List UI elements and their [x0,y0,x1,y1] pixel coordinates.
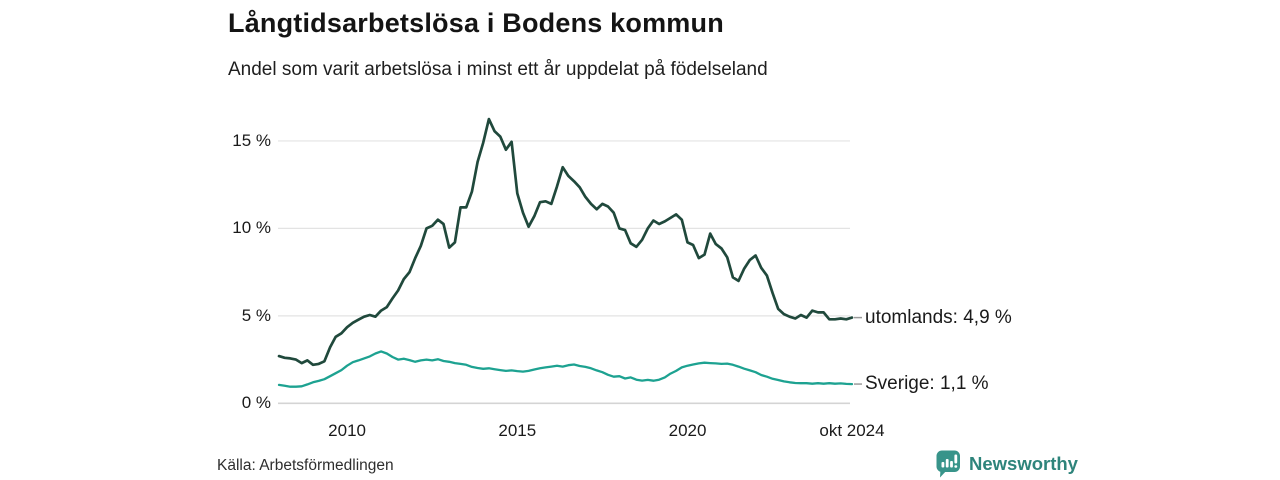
y-axis-tick-label: 10 % [232,218,271,238]
chart-subtitle: Andel som varit arbetslösa i minst ett å… [228,59,768,80]
newsworthy-logo[interactable]: Newsworthy [934,449,1078,478]
x-axis-tick-label: 2020 [668,421,707,440]
chart-title: Långtidsarbetslösa i Bodens kommun [228,8,724,38]
x-axis-tick-label: 2015 [498,421,537,440]
newsworthy-bar-chart-icon [936,450,960,478]
y-axis-tick-label: 0 % [241,393,271,413]
newsworthy-wordmark: Newsworthy [969,452,1078,474]
series-line-Sverige [277,350,854,388]
series-line-utomlands [277,117,854,367]
y-axis-tick-label: 15 % [232,130,271,150]
series-end-label-utomlands: utomlands: 4,9 % [865,306,1012,328]
series-end-label-Sverige: Sverige: 1,1 % [865,373,989,395]
x-axis-tick-label: okt 2024 [819,421,885,440]
source-note: Källa: Arbetsförmedlingen [217,457,394,474]
y-axis-tick-label: 5 % [241,305,271,325]
x-axis-tick-label: 2010 [328,421,366,440]
